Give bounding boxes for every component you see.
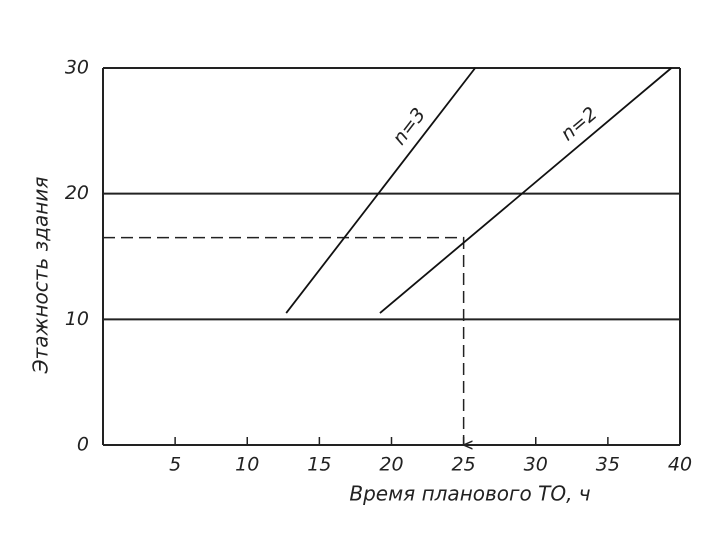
- guide-line: [103, 236, 464, 445]
- x-tick-label: 5: [169, 454, 181, 476]
- y-tick-label: 20: [65, 182, 89, 204]
- x-tick-label: 30: [524, 454, 548, 476]
- x-tick-label: 10: [235, 454, 259, 476]
- y-axis-label: Этажность здания: [29, 177, 53, 375]
- y-tick-label: 10: [65, 308, 89, 330]
- x-tick-label: 35: [596, 454, 620, 476]
- x-tick-label: 15: [307, 454, 331, 476]
- series-line: [379, 67, 672, 314]
- series-label: n=2: [557, 103, 602, 146]
- y-tick-label: 30: [65, 57, 89, 79]
- series-line: [285, 67, 476, 314]
- x-tick-label: 25: [452, 454, 476, 476]
- x-tick-label: 20: [379, 454, 403, 476]
- y-tick-label: 0: [77, 434, 89, 456]
- series-label: n=3: [388, 104, 430, 149]
- x-tick-label: 40: [668, 454, 692, 476]
- x-axis-label: Время планового ТО, ч: [349, 482, 590, 506]
